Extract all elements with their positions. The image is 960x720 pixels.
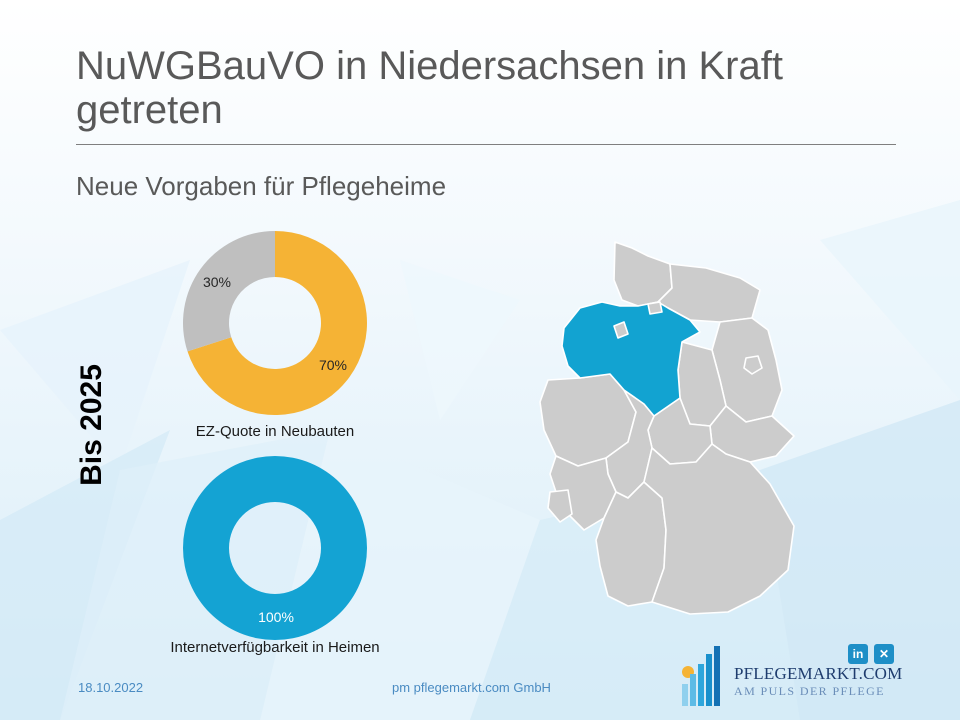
map-bremen — [613, 321, 629, 339]
germany-map — [539, 241, 795, 615]
brand-tagline: AM PULS DER PFLEGE — [734, 684, 885, 698]
donut-1-slice-1 — [187, 231, 367, 415]
pflegemarkt-logo-icon — [682, 646, 720, 706]
footer-date: 18.10.2022 — [78, 680, 144, 695]
brand-name: PFLEGEMARKT.COM — [734, 664, 903, 683]
donut-1-caption: EZ-Quote in Neubauten — [196, 423, 354, 440]
donut-2-data-label-1: 100% — [258, 609, 294, 625]
donut-2-caption: Internetverfügbarkeit in Heimen — [170, 639, 379, 656]
map-saarland — [547, 489, 573, 523]
map-berlin — [743, 355, 763, 375]
donut-1-slice-2 — [183, 231, 275, 352]
map-hamburg — [647, 301, 663, 315]
map-bayern — [643, 443, 795, 615]
donut-2-slice-1 — [183, 456, 367, 640]
map-niedersachsen — [561, 301, 701, 417]
footer-company: pm pflegemarkt.com GmbH — [392, 680, 551, 695]
linkedin-icon[interactable]: in — [848, 644, 868, 664]
slide-title: NuWGBauVO in Niedersachsen in Kraft getr… — [76, 44, 783, 132]
donut-1-data-label-2: 30% — [203, 274, 231, 290]
xing-icon[interactable]: ✕ — [874, 644, 894, 664]
title-divider — [76, 144, 896, 145]
slide-subtitle: Neue Vorgaben für Pflegeheime — [76, 171, 447, 201]
donut-1-data-label-1: 70% — [319, 357, 347, 373]
